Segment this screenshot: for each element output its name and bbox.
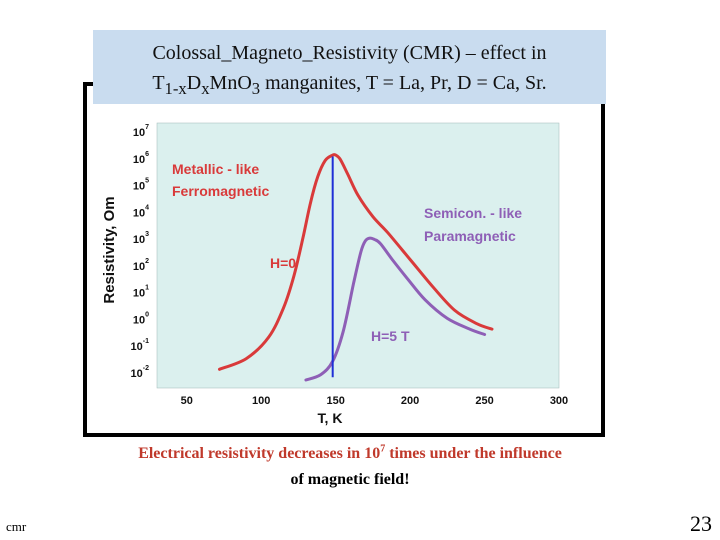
curve-h0 — [218, 153, 494, 371]
y-tick-exponent: 1 — [145, 285, 149, 292]
x-tick-label: 200 — [401, 395, 419, 407]
y-tick-label: 104 — [133, 204, 149, 219]
y-axis-label: Resistivity, Om — [101, 196, 118, 303]
caption-text-b: times under the influence — [385, 445, 562, 463]
y-tick-label: 102 — [133, 258, 149, 273]
y-tick-label: 100 — [133, 311, 149, 326]
x-tick-label: 50 — [181, 395, 193, 407]
caption-line-2: of magnetic field! — [290, 471, 410, 489]
y-tick-label: 107 — [133, 124, 149, 139]
curve-h5 — [304, 236, 487, 382]
y-tick-label: 10-2 — [131, 365, 150, 380]
y-tick-base: 10 — [133, 234, 145, 246]
y-tick-exponent: 0 — [145, 311, 149, 318]
y-tick-label: 106 — [133, 151, 149, 166]
x-tick-label: 300 — [550, 395, 568, 407]
y-tick-base: 10 — [133, 261, 145, 273]
annotation-semicon-2: Paramagnetic — [424, 228, 516, 244]
y-tick-base: 10 — [133, 181, 145, 193]
y-tick-base: 10 — [133, 207, 145, 219]
title-formula-sub-1x: 1-x — [164, 79, 187, 98]
x-tick-label: 150 — [326, 395, 344, 407]
title-line-1: Colossal_Magneto_Resistivity (CMR) – eff… — [152, 42, 547, 64]
resistivity-chart: Resistivity, Om 107106105104103102101100… — [101, 122, 569, 426]
title-line-2: T1-xDxMnO3 manganites, T = La, Pr, D = C… — [93, 68, 606, 104]
y-tick-base: 10 — [133, 154, 145, 166]
footer-label: cmr — [6, 519, 27, 534]
y-tick-exponent: -1 — [143, 338, 149, 345]
title-formula-t: T — [152, 72, 165, 94]
y-tick-base: 10 — [133, 288, 145, 300]
y-tick-base: 10 — [131, 341, 143, 353]
y-tick-base: 10 — [133, 127, 145, 139]
annotation-semicon-1: Semicon. - like — [424, 205, 522, 221]
title-formula-sub-3: 3 — [251, 79, 261, 98]
annotation-metallic-2: Ferromagnetic — [172, 183, 269, 199]
y-tick-exponent: 2 — [145, 258, 149, 265]
y-tick-exponent: 7 — [145, 124, 149, 131]
caption: Electrical resistivity decreases in 107 … — [60, 437, 640, 493]
slide-title: Colossal_Magneto_Resistivity (CMR) – eff… — [93, 30, 606, 104]
y-tick-exponent: 3 — [145, 231, 149, 238]
y-tick-exponent: 6 — [145, 151, 149, 158]
curves — [218, 153, 494, 382]
caption-text-a: Electrical resistivity decreases in 10 — [138, 445, 381, 463]
title-formula-sub-x: x — [201, 79, 210, 98]
annotation-h5: H=5 T — [371, 328, 410, 344]
caption-line-1: Electrical resistivity decreases in 107 … — [138, 444, 562, 463]
y-tick-label: 101 — [133, 285, 149, 300]
title-formula-d: D — [186, 72, 202, 94]
page-number: 23 — [690, 511, 712, 536]
y-tick-label: 10-1 — [131, 338, 150, 353]
y-tick-base: 10 — [131, 368, 143, 380]
annotation-metallic-1: Metallic - like — [172, 161, 259, 177]
x-tick-labels: 50 100 150 200 250 300 — [181, 395, 569, 407]
y-tick-exponent: 5 — [145, 178, 149, 185]
y-tick-label: 103 — [133, 231, 149, 246]
y-tick-exponent: 4 — [145, 204, 149, 211]
x-tick-label: 250 — [475, 395, 493, 407]
title-formula-rest: manganites, T = La, Pr, D = Ca, Sr. — [260, 72, 547, 94]
y-tick-base: 10 — [133, 314, 145, 326]
y-tick-exponent: -2 — [143, 365, 149, 372]
x-axis-label: T, K — [318, 410, 343, 426]
plot-area — [156, 122, 560, 389]
x-tick-label: 100 — [252, 395, 270, 407]
annotation-h0: H=0 — [270, 255, 296, 271]
caption-exponent: 7 — [380, 444, 386, 455]
title-formula-mno: MnO — [209, 72, 252, 94]
y-tick-label: 105 — [133, 178, 149, 193]
